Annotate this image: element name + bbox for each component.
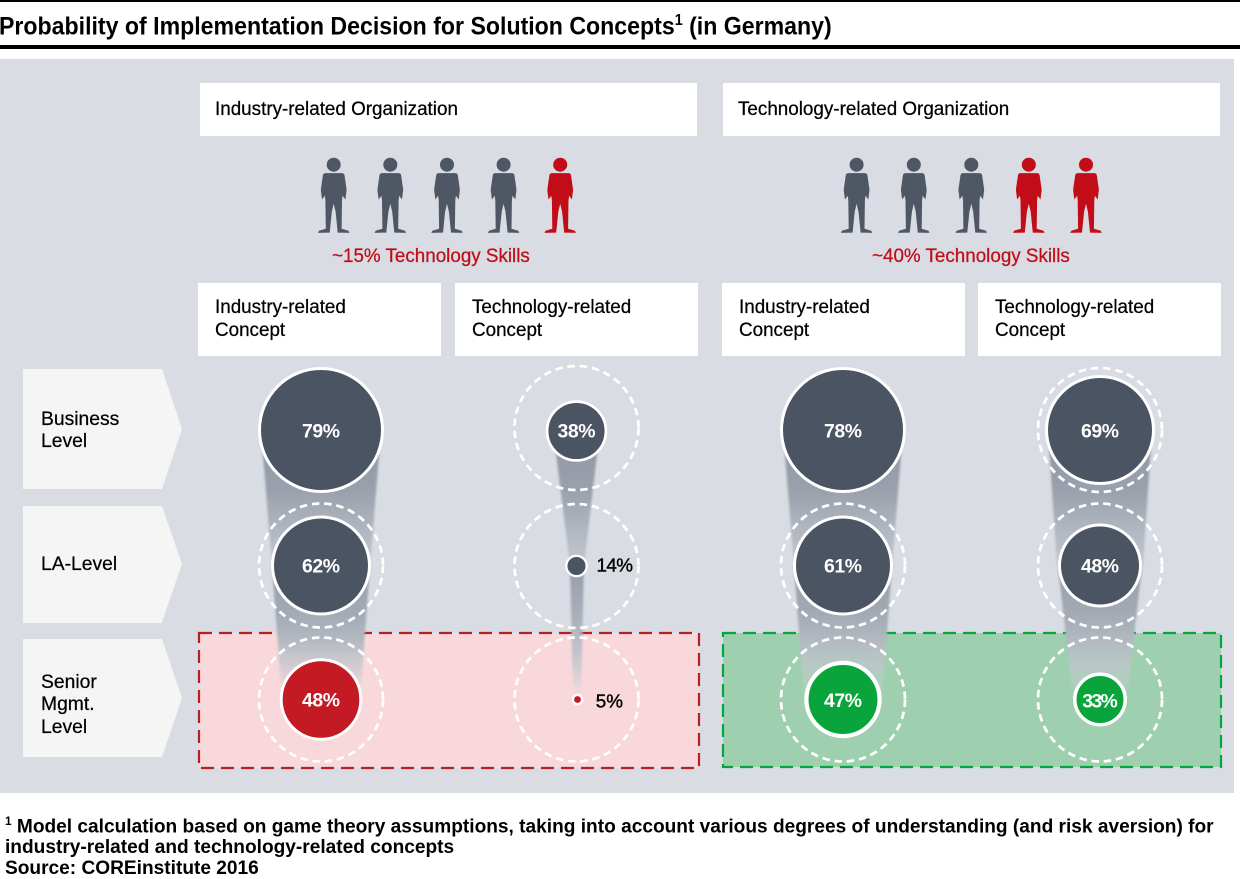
svg-text:48%: 48% [302,690,340,712]
svg-text:62%: 62% [302,556,340,578]
svg-text:79%: 79% [302,421,340,443]
svg-text:48%: 48% [1081,556,1119,578]
svg-text:69%: 69% [1081,421,1119,443]
svg-text:33%: 33% [1082,691,1118,713]
svg-text:78%: 78% [824,421,862,443]
svg-text:47%: 47% [824,690,862,712]
svg-text:5%: 5% [596,691,623,712]
svg-text:61%: 61% [824,556,862,578]
svg-text:14%: 14% [597,555,634,576]
svg-text:38%: 38% [557,421,595,443]
